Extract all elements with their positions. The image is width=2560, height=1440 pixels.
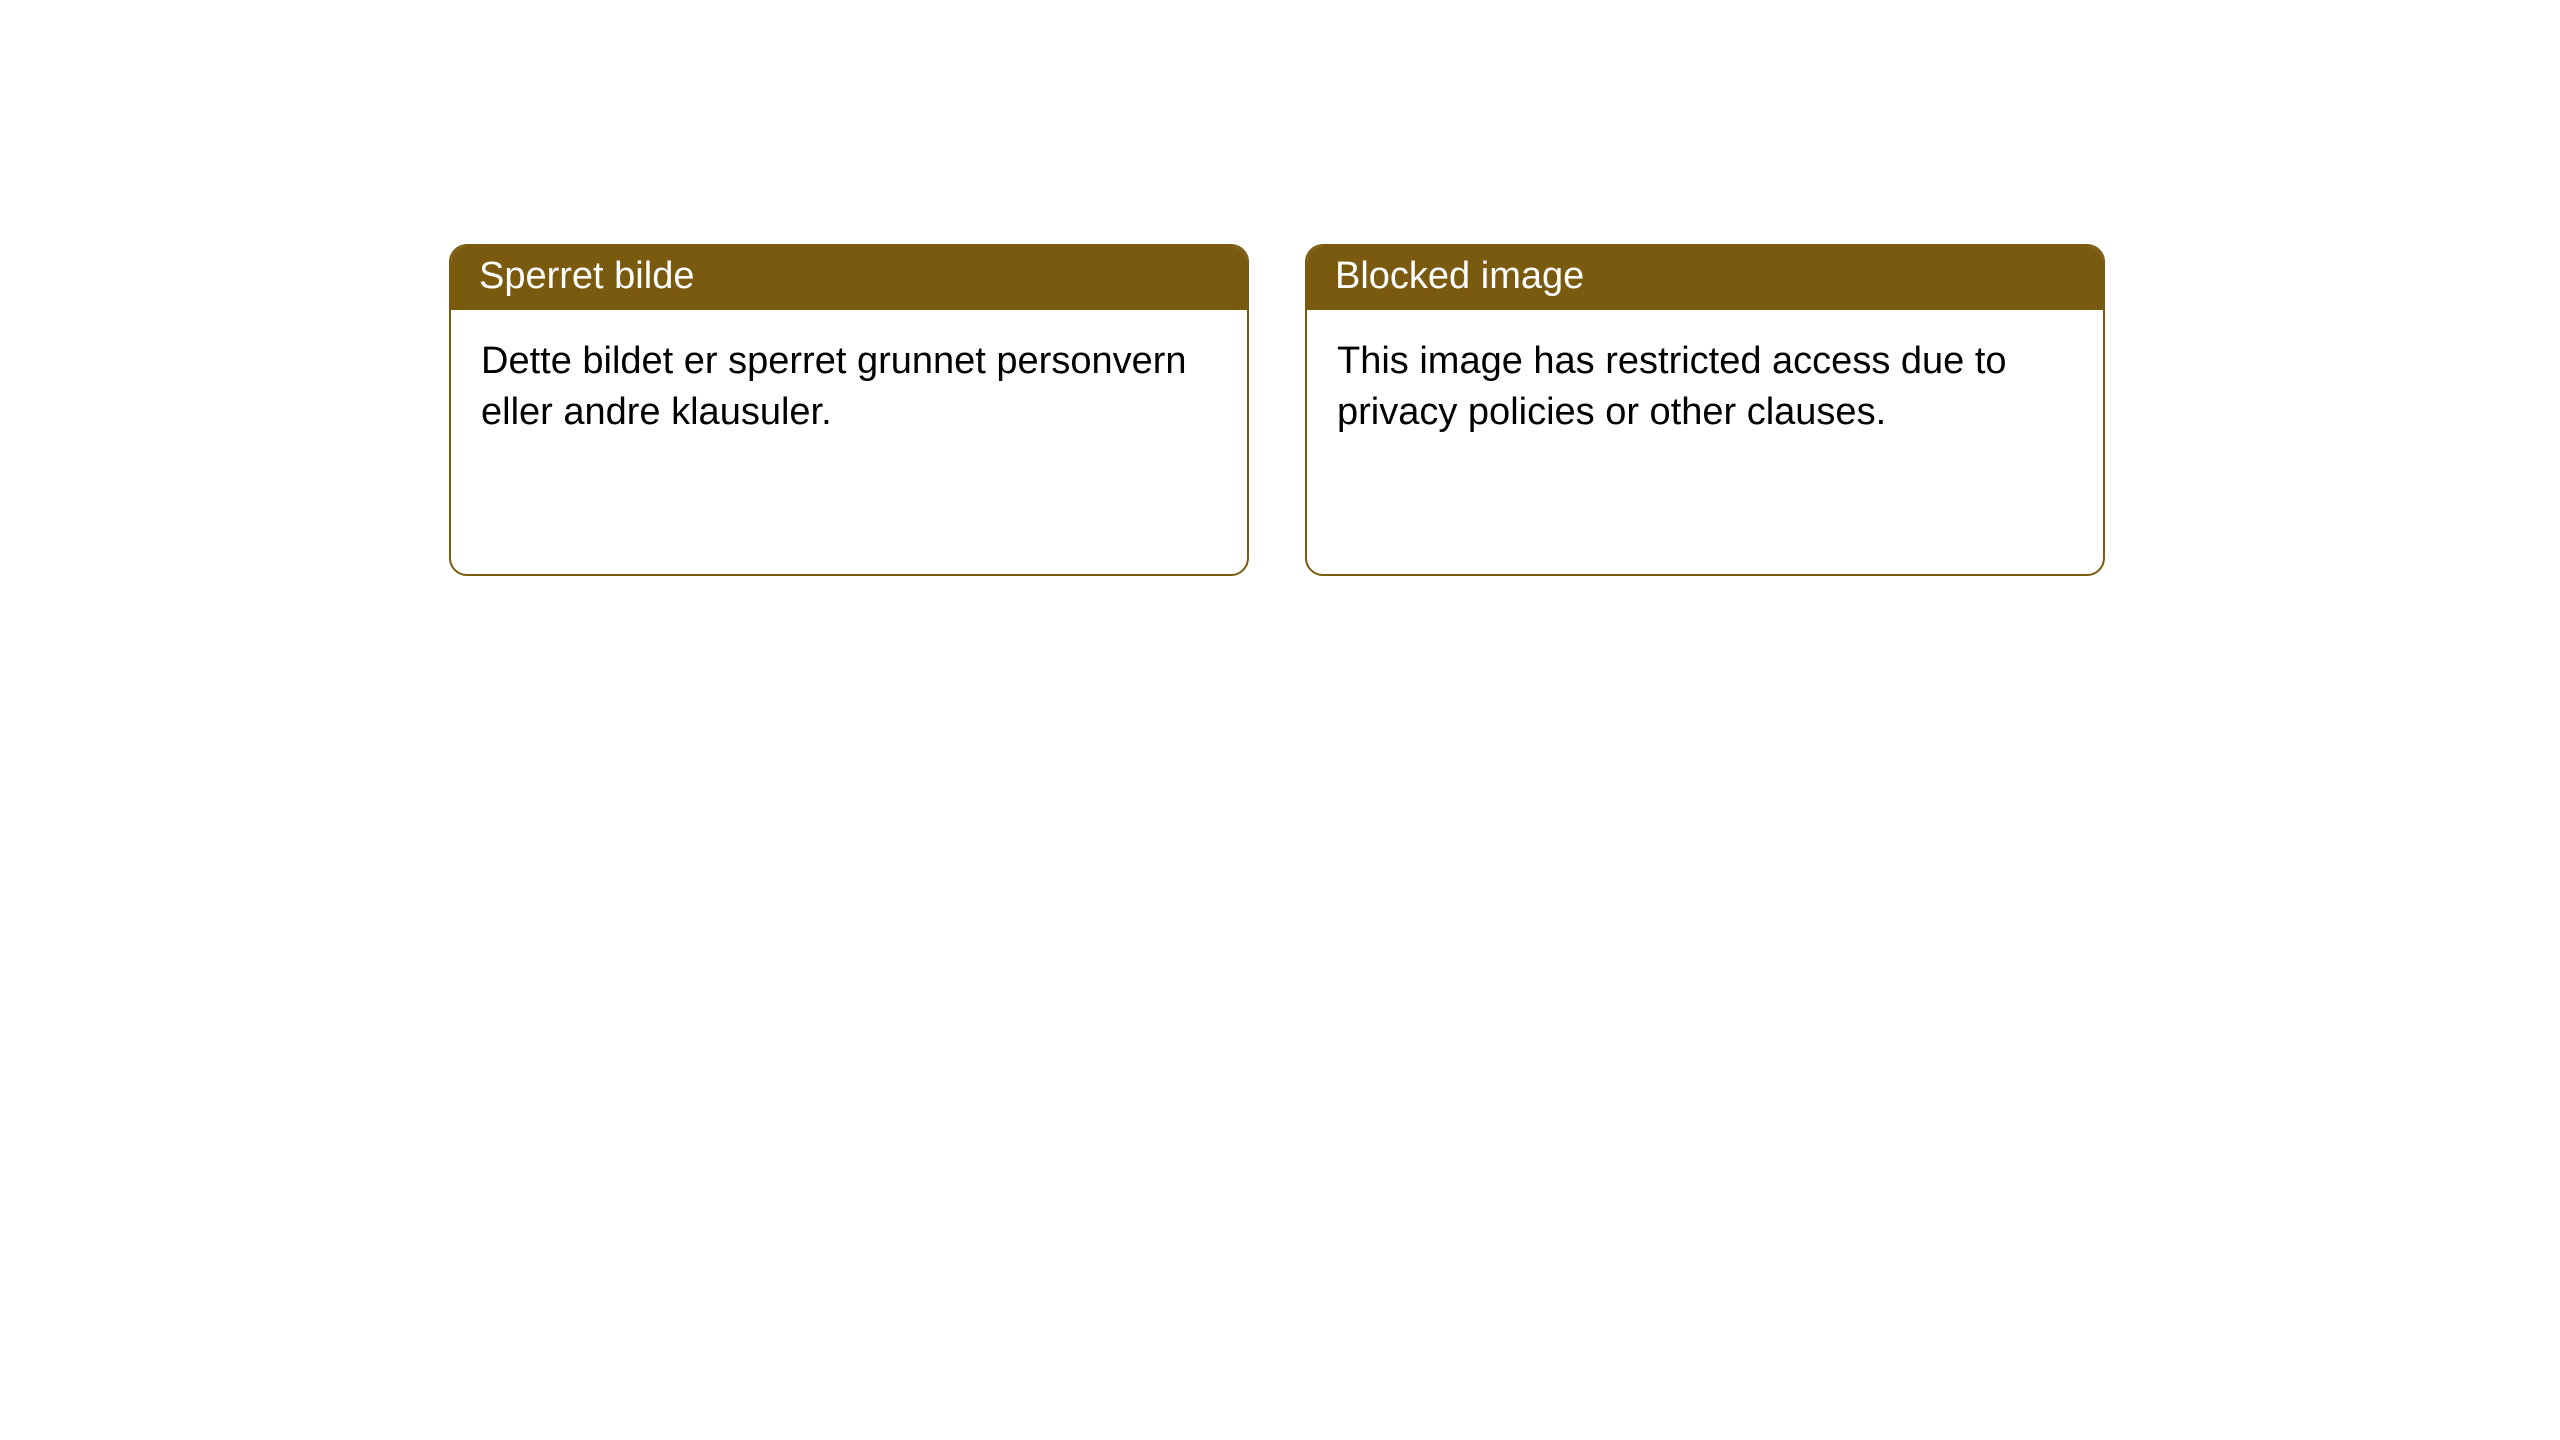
- notice-body: Dette bildet er sperret grunnet personve…: [451, 310, 1247, 465]
- notice-container: Sperret bilde Dette bildet er sperret gr…: [0, 0, 2560, 576]
- notice-header: Sperret bilde: [451, 246, 1247, 310]
- notice-body: This image has restricted access due to …: [1307, 310, 2103, 465]
- notice-card-english: Blocked image This image has restricted …: [1305, 244, 2105, 576]
- notice-card-norwegian: Sperret bilde Dette bildet er sperret gr…: [449, 244, 1249, 576]
- notice-header: Blocked image: [1307, 246, 2103, 310]
